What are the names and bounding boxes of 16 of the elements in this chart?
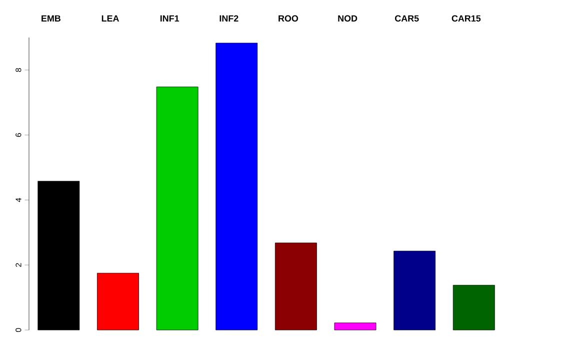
bar bbox=[274, 242, 317, 330]
bar bbox=[452, 284, 495, 330]
bar bbox=[334, 322, 376, 330]
bar bbox=[97, 272, 139, 330]
x-tick-label: INF1 bbox=[160, 15, 180, 22]
x-tick-label: NOD bbox=[338, 15, 358, 22]
bar bbox=[216, 42, 258, 330]
x-tick-label: LEA bbox=[102, 15, 119, 22]
x-tick-label: INF2 bbox=[220, 15, 238, 22]
bar bbox=[38, 180, 80, 330]
bar bbox=[156, 86, 198, 330]
x-tick-label: ROO bbox=[278, 15, 298, 22]
bar bbox=[394, 250, 436, 330]
x-tick-label: EMB bbox=[42, 15, 60, 22]
x-tick-label: CAR5 bbox=[395, 15, 419, 22]
x-tick-label: CAR15 bbox=[452, 15, 481, 22]
